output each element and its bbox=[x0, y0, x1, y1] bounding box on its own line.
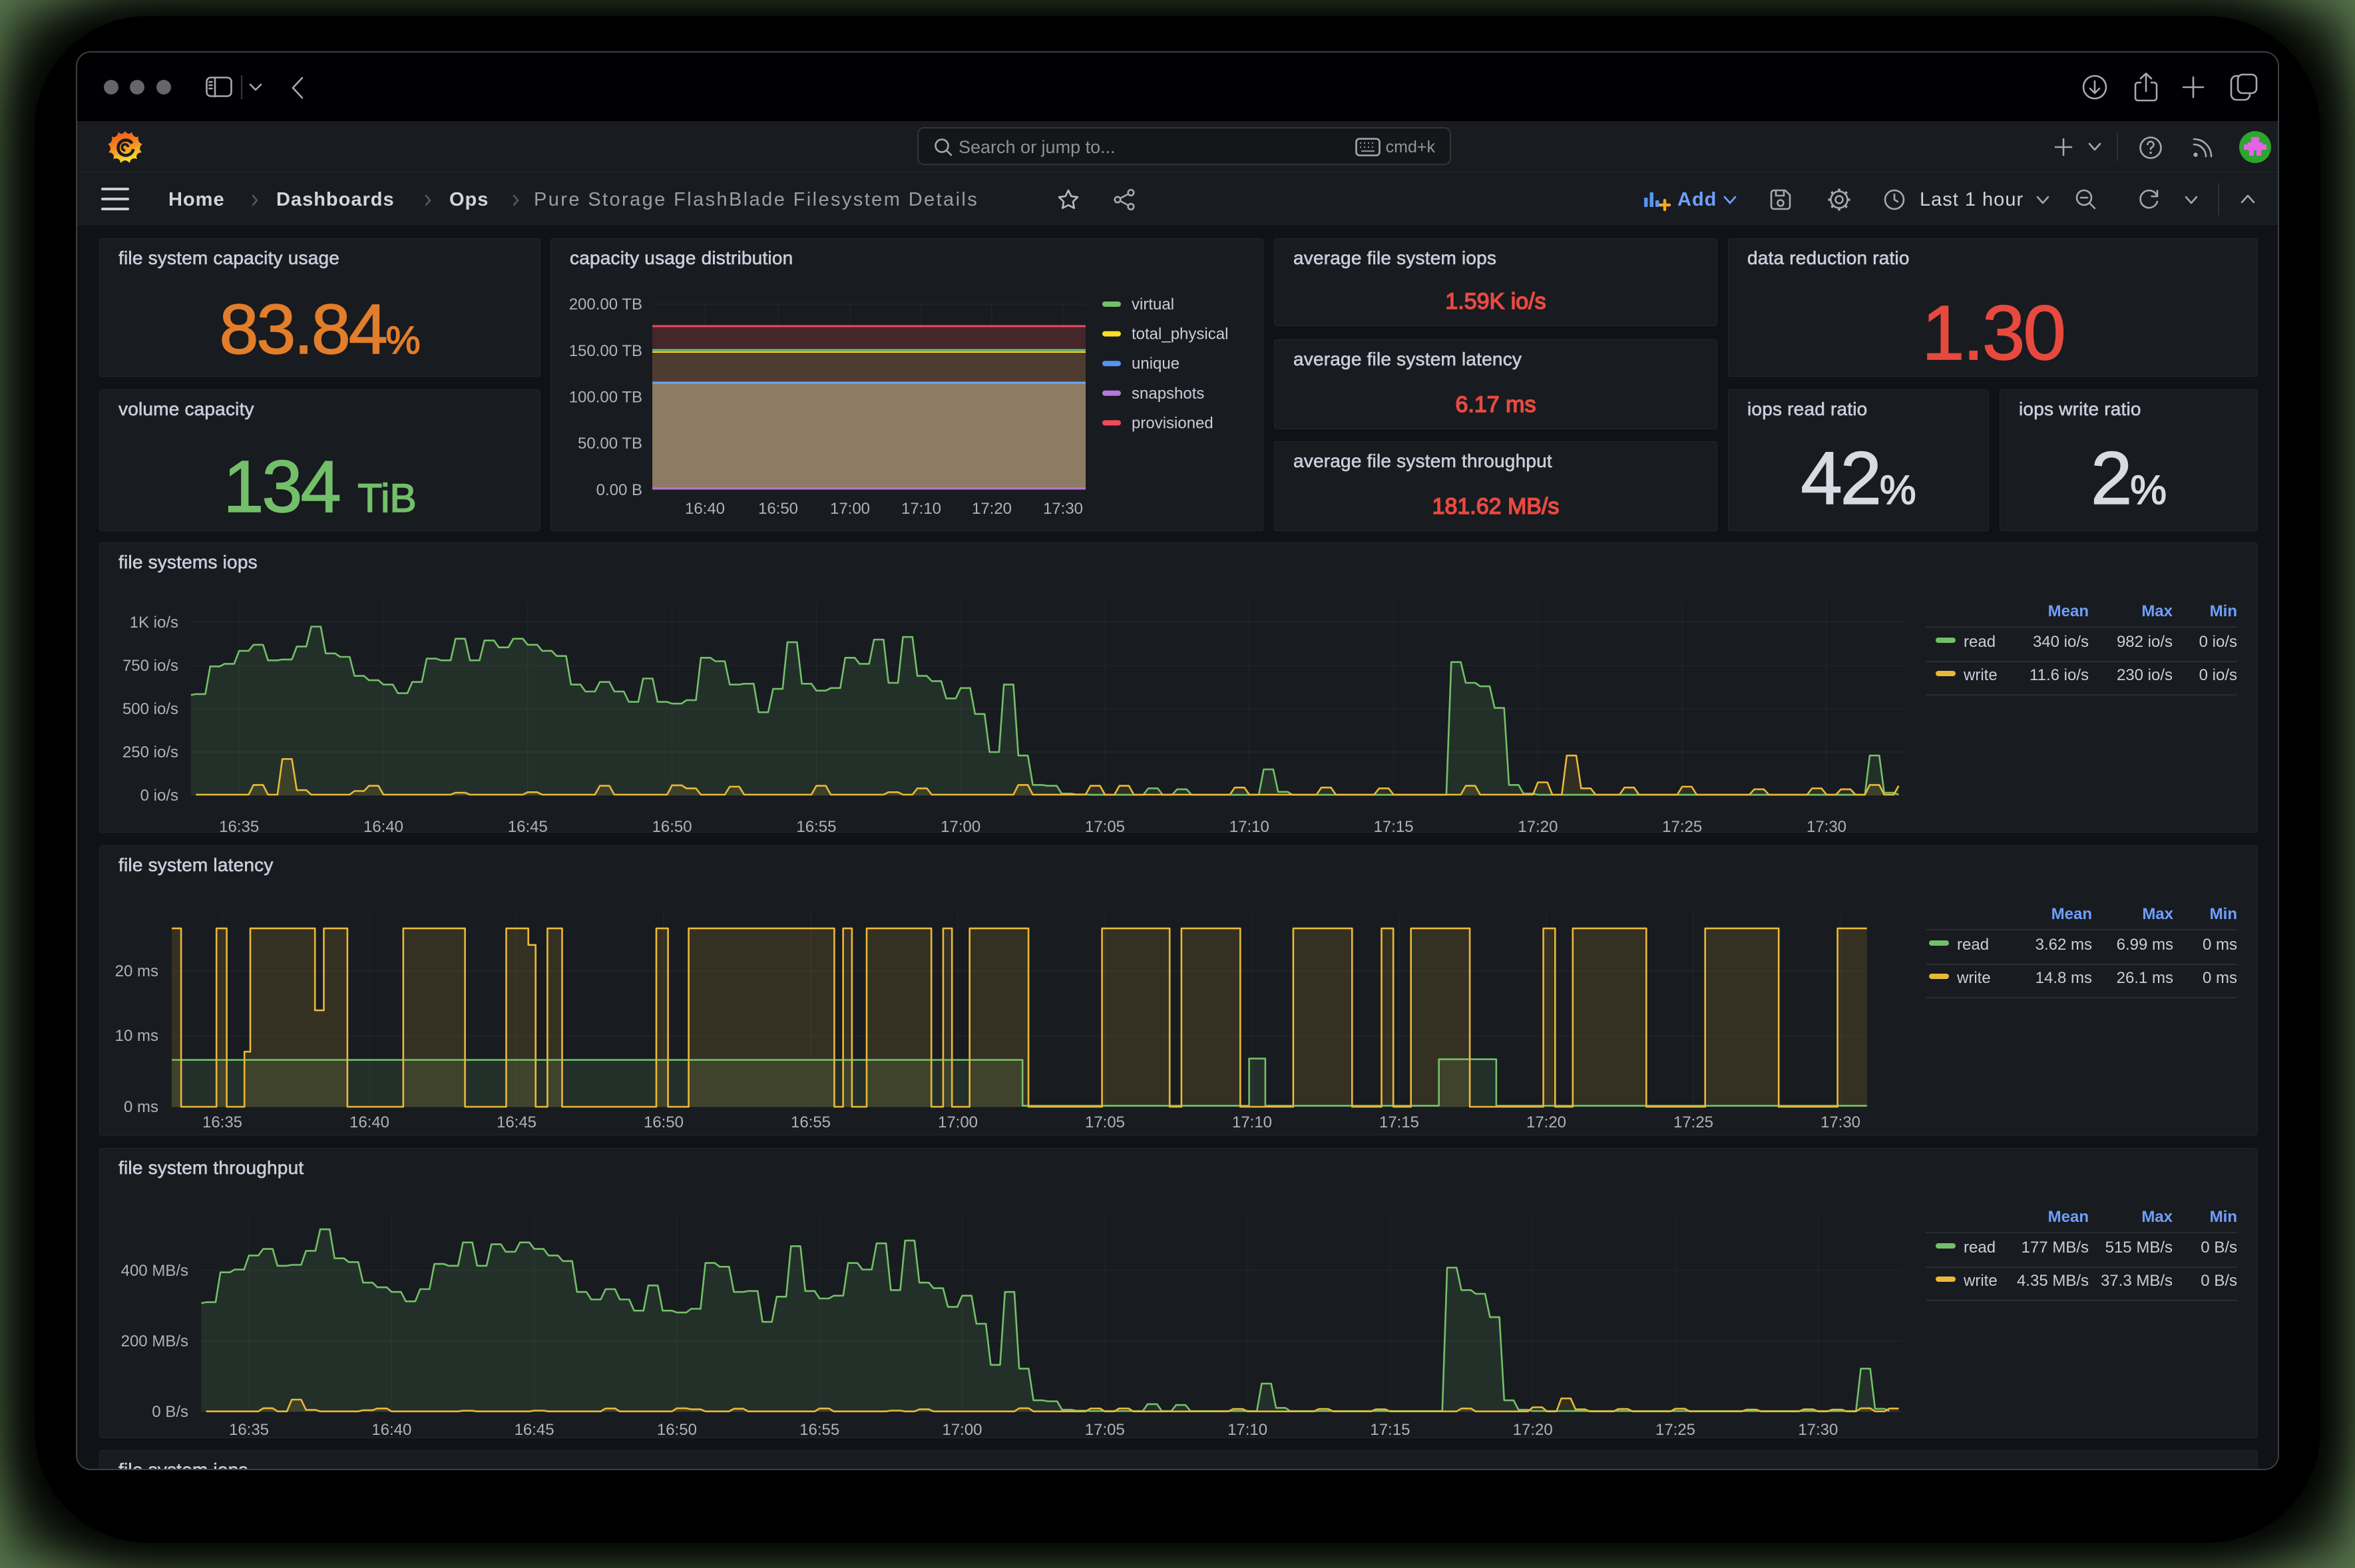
svg-text:16:45: 16:45 bbox=[508, 818, 548, 836]
svg-text:16:55: 16:55 bbox=[799, 1421, 839, 1439]
svg-text:4.35 MB/s: 4.35 MB/s bbox=[2017, 1272, 2089, 1290]
svg-text:1K io/s: 1K io/s bbox=[130, 614, 178, 632]
svg-text:10 ms: 10 ms bbox=[115, 1027, 158, 1045]
svg-text:unique: unique bbox=[1132, 355, 1179, 373]
svg-text:17:05: 17:05 bbox=[1085, 1421, 1125, 1439]
svg-text:16:40: 16:40 bbox=[349, 1113, 389, 1131]
svg-text:17:15: 17:15 bbox=[1370, 1421, 1410, 1439]
svg-text:0 io/s: 0 io/s bbox=[2199, 666, 2237, 684]
svg-text:Max: Max bbox=[2141, 602, 2173, 620]
svg-text:17:15: 17:15 bbox=[1374, 818, 1414, 836]
svg-text:16:50: 16:50 bbox=[644, 1113, 684, 1131]
svg-text:150.00 TB: 150.00 TB bbox=[569, 342, 642, 360]
svg-text:37.3 MB/s: 37.3 MB/s bbox=[2101, 1272, 2173, 1290]
svg-text:0 B/s: 0 B/s bbox=[2201, 1272, 2237, 1290]
svg-text:16:40: 16:40 bbox=[371, 1421, 411, 1439]
svg-text:200 MB/s: 200 MB/s bbox=[121, 1332, 188, 1350]
svg-text:17:20: 17:20 bbox=[1526, 1113, 1566, 1131]
svg-text:16:55: 16:55 bbox=[791, 1113, 831, 1131]
svg-text:6.99 ms: 6.99 ms bbox=[2117, 936, 2173, 954]
svg-text:17:25: 17:25 bbox=[1673, 1113, 1713, 1131]
svg-text:16:55: 16:55 bbox=[796, 818, 836, 836]
svg-text:20 ms: 20 ms bbox=[115, 962, 158, 980]
svg-text:750 io/s: 750 io/s bbox=[122, 657, 178, 675]
svg-text:17:00: 17:00 bbox=[941, 818, 980, 836]
svg-text:17:00: 17:00 bbox=[938, 1113, 978, 1131]
svg-text:Min: Min bbox=[2210, 602, 2237, 620]
svg-text:virtual: virtual bbox=[1132, 295, 1174, 313]
svg-text:16:40: 16:40 bbox=[363, 818, 403, 836]
svg-text:16:40: 16:40 bbox=[685, 500, 725, 518]
svg-text:Mean: Mean bbox=[2051, 905, 2092, 923]
svg-text:write: write bbox=[1963, 666, 1998, 684]
svg-text:17:05: 17:05 bbox=[1085, 818, 1125, 836]
svg-text:26.1 ms: 26.1 ms bbox=[2117, 969, 2173, 987]
svg-text:read: read bbox=[1957, 936, 1989, 954]
svg-text:0 B/s: 0 B/s bbox=[2201, 1239, 2237, 1257]
svg-text:17:10: 17:10 bbox=[1232, 1113, 1272, 1131]
svg-text:3.62 ms: 3.62 ms bbox=[2035, 936, 2092, 954]
svg-text:16:50: 16:50 bbox=[657, 1421, 697, 1439]
svg-text:provisioned: provisioned bbox=[1132, 414, 1213, 432]
svg-text:50.00 TB: 50.00 TB bbox=[578, 435, 642, 453]
svg-text:0 ms: 0 ms bbox=[124, 1098, 158, 1116]
svg-text:16:45: 16:45 bbox=[497, 1113, 536, 1131]
svg-text:0 ms: 0 ms bbox=[2203, 969, 2237, 987]
svg-text:200.00 TB: 200.00 TB bbox=[569, 295, 642, 313]
svg-text:500 io/s: 500 io/s bbox=[122, 700, 178, 718]
svg-text:250 io/s: 250 io/s bbox=[122, 743, 178, 761]
svg-text:982 io/s: 982 io/s bbox=[2117, 633, 2173, 651]
svg-text:total_physical: total_physical bbox=[1132, 325, 1228, 343]
svg-text:0 ms: 0 ms bbox=[2203, 936, 2237, 954]
svg-text:14.8 ms: 14.8 ms bbox=[2035, 969, 2092, 987]
svg-text:16:45: 16:45 bbox=[515, 1421, 554, 1439]
svg-text:write: write bbox=[1956, 969, 1991, 987]
svg-text:17:10: 17:10 bbox=[1229, 818, 1269, 836]
svg-text:17:00: 17:00 bbox=[830, 500, 870, 518]
svg-text:read: read bbox=[1964, 1239, 1996, 1257]
svg-text:17:30: 17:30 bbox=[1820, 1113, 1860, 1131]
svg-text:17:10: 17:10 bbox=[1227, 1421, 1267, 1439]
svg-text:230 io/s: 230 io/s bbox=[2117, 666, 2173, 684]
svg-text:read: read bbox=[1964, 633, 1996, 651]
svg-text:Max: Max bbox=[2142, 905, 2173, 923]
svg-text:17:25: 17:25 bbox=[1662, 818, 1702, 836]
svg-text:400 MB/s: 400 MB/s bbox=[121, 1262, 188, 1280]
svg-text:Min: Min bbox=[2210, 1208, 2237, 1226]
svg-text:16:35: 16:35 bbox=[202, 1113, 242, 1131]
svg-text:16:50: 16:50 bbox=[652, 818, 692, 836]
svg-text:0.00 B: 0.00 B bbox=[596, 481, 642, 499]
svg-text:17:25: 17:25 bbox=[1655, 1421, 1695, 1439]
svg-text:17:05: 17:05 bbox=[1085, 1113, 1125, 1131]
svg-text:snapshots: snapshots bbox=[1132, 385, 1204, 403]
svg-text:16:35: 16:35 bbox=[229, 1421, 269, 1439]
svg-text:17:20: 17:20 bbox=[1513, 1421, 1553, 1439]
svg-text:17:30: 17:30 bbox=[1807, 818, 1846, 836]
svg-text:11.6 io/s: 11.6 io/s bbox=[2030, 666, 2089, 684]
svg-text:17:15: 17:15 bbox=[1379, 1113, 1419, 1131]
svg-text:Min: Min bbox=[2210, 905, 2237, 923]
svg-text:515 MB/s: 515 MB/s bbox=[2105, 1239, 2173, 1257]
svg-text:17:00: 17:00 bbox=[942, 1421, 982, 1439]
svg-text:17:20: 17:20 bbox=[1518, 818, 1558, 836]
svg-text:17:10: 17:10 bbox=[901, 500, 941, 518]
svg-text:0 io/s: 0 io/s bbox=[140, 787, 178, 805]
svg-text:Max: Max bbox=[2141, 1208, 2173, 1226]
svg-text:17:30: 17:30 bbox=[1798, 1421, 1838, 1439]
svg-text:write: write bbox=[1963, 1272, 1998, 1290]
svg-text:100.00 TB: 100.00 TB bbox=[569, 389, 642, 407]
svg-text:Mean: Mean bbox=[2048, 1208, 2089, 1226]
svg-text:340 io/s: 340 io/s bbox=[2033, 633, 2089, 651]
svg-text:17:30: 17:30 bbox=[1043, 500, 1083, 518]
svg-text:17:20: 17:20 bbox=[972, 500, 1012, 518]
svg-text:177 MB/s: 177 MB/s bbox=[2022, 1239, 2089, 1257]
svg-text:16:35: 16:35 bbox=[219, 818, 259, 836]
svg-text:0 io/s: 0 io/s bbox=[2199, 633, 2237, 651]
svg-text:16:50: 16:50 bbox=[758, 500, 798, 518]
svg-text:0 B/s: 0 B/s bbox=[152, 1403, 188, 1421]
svg-text:Mean: Mean bbox=[2048, 602, 2089, 620]
